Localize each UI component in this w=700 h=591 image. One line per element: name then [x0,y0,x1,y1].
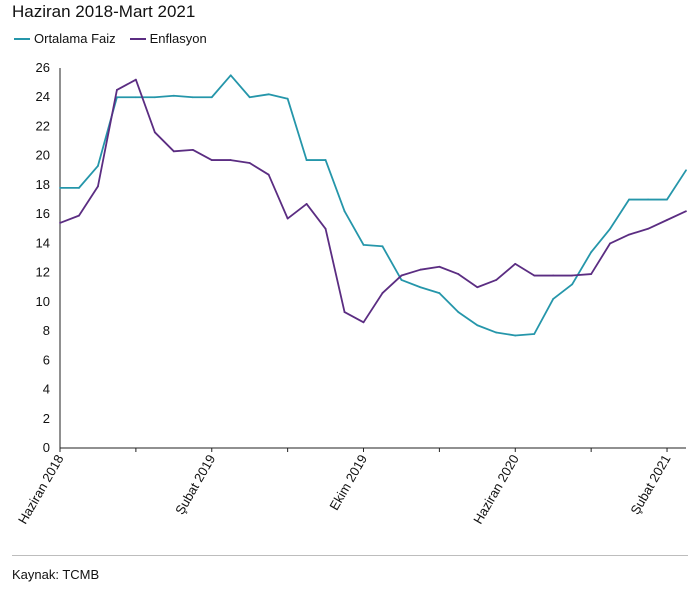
y-tick-label: 24 [36,89,50,104]
data-point-ortalama-faiz [647,198,649,201]
y-tick-label: 8 [43,323,50,338]
data-point-enflasyon [438,265,441,268]
data-point-enflasyon [191,148,194,151]
legend-item-enflasyon: Enflasyon [129,31,207,46]
data-point-ortalama-faiz [438,292,441,294]
data-point-enflasyon [457,273,460,275]
data-point-ortalama-faiz [362,243,365,246]
data-point-ortalama-faiz [191,96,194,99]
legend-label-enflasyon: Enflasyon [149,31,207,46]
y-tick-label: 14 [36,235,50,250]
y-tick-label: 22 [36,118,50,133]
data-point-enflasyon [229,159,232,161]
data-point-enflasyon [476,286,479,289]
data-point-enflasyon [571,274,574,277]
data-point-enflasyon [685,210,687,213]
data-point-ortalama-faiz [533,333,536,335]
data-point-enflasyon [248,162,251,164]
data-point-enflasyon [267,173,270,176]
data-point-enflasyon [210,159,213,161]
y-tick-label: 10 [36,294,50,309]
data-point-ortalama-faiz [343,210,346,213]
data-point-enflasyon [362,321,365,324]
chart-title: Haziran 2018-Mart 2021 [12,2,196,21]
legend-swatch-enflasyon [129,37,146,40]
data-point-enflasyon [495,279,498,281]
data-point-ortalama-faiz [97,165,99,167]
data-point-enflasyon [609,242,612,245]
data-point-ortalama-faiz [666,198,668,201]
data-point-enflasyon [172,150,175,153]
legend-label-ortalama-faiz: Ortalama Faiz [34,31,116,46]
data-point-enflasyon [533,274,536,277]
data-point-enflasyon [628,233,630,236]
data-point-ortalama-faiz [267,93,270,96]
data-point-ortalama-faiz [628,198,630,201]
data-point-ortalama-faiz [59,186,61,189]
data-point-enflasyon [343,311,346,313]
x-tick-label: Şubat 2021 [627,452,673,517]
data-point-ortalama-faiz [571,283,574,286]
y-tick-label: 26 [36,60,50,75]
data-point-ortalama-faiz [552,298,555,300]
x-tick-label: Haziran 2020 [470,452,522,526]
data-point-enflasyon [59,222,61,224]
data-point-ortalama-faiz [400,279,403,281]
data-point-enflasyon [116,89,118,91]
data-point-ortalama-faiz [514,334,517,337]
y-tick-label: 2 [43,411,50,426]
data-point-enflasyon [419,268,422,271]
data-point-enflasyon [381,292,384,294]
y-tick-label: 12 [36,265,50,280]
y-tick-label: 18 [36,177,50,192]
y-tick-label: 20 [36,148,50,163]
y-tick-label: 16 [36,206,50,221]
x-tick-label: Şubat 2019 [172,452,218,517]
data-point-ortalama-faiz [172,94,175,97]
legend: Ortalama Faiz Enflasyon [14,31,221,46]
data-point-ortalama-faiz [476,324,479,327]
data-point-enflasyon [78,214,80,217]
data-point-enflasyon [324,227,327,230]
data-point-enflasyon [97,185,99,188]
data-point-ortalama-faiz [229,74,232,77]
y-tick-label: 0 [43,440,50,455]
data-point-ortalama-faiz [305,159,308,161]
data-point-ortalama-faiz [324,159,327,161]
series-line-ortalama-faiz [60,74,687,337]
series-line-enflasyon [59,78,687,324]
data-point-ortalama-faiz [134,96,137,99]
data-point-ortalama-faiz [457,311,460,313]
data-point-enflasyon [647,227,649,230]
x-tick-label: Haziran 2018 [15,452,67,526]
data-point-ortalama-faiz [685,169,687,172]
data-point-ortalama-faiz [609,227,612,230]
data-point-ortalama-faiz [248,96,251,99]
data-point-ortalama-faiz [419,286,422,289]
y-tick-label: 4 [43,382,50,397]
x-tick-label: Ekim 2019 [326,452,370,513]
data-point-ortalama-faiz [590,251,593,254]
data-point-ortalama-faiz [495,331,498,334]
data-point-enflasyon [286,217,289,220]
data-point-enflasyon [305,203,308,205]
data-point-ortalama-faiz [381,245,384,248]
data-point-enflasyon [552,274,555,277]
source-note: Kaynak: TCMB [12,567,100,582]
data-point-ortalama-faiz [210,96,213,99]
data-point-enflasyon [153,131,156,134]
data-point-enflasyon [400,274,403,277]
legend-swatch-ortalama-faiz [14,37,30,40]
data-point-enflasyon [590,273,593,275]
data-point-enflasyon [514,262,517,265]
source-divider [12,555,688,556]
data-point-ortalama-faiz [78,186,80,189]
legend-item-ortalama-faiz: Ortalama Faiz [14,31,116,46]
data-point-enflasyon [666,219,668,221]
data-point-ortalama-faiz [286,97,289,100]
data-point-ortalama-faiz [153,96,156,99]
y-tick-label: 6 [43,352,50,367]
data-point-enflasyon [134,78,137,81]
